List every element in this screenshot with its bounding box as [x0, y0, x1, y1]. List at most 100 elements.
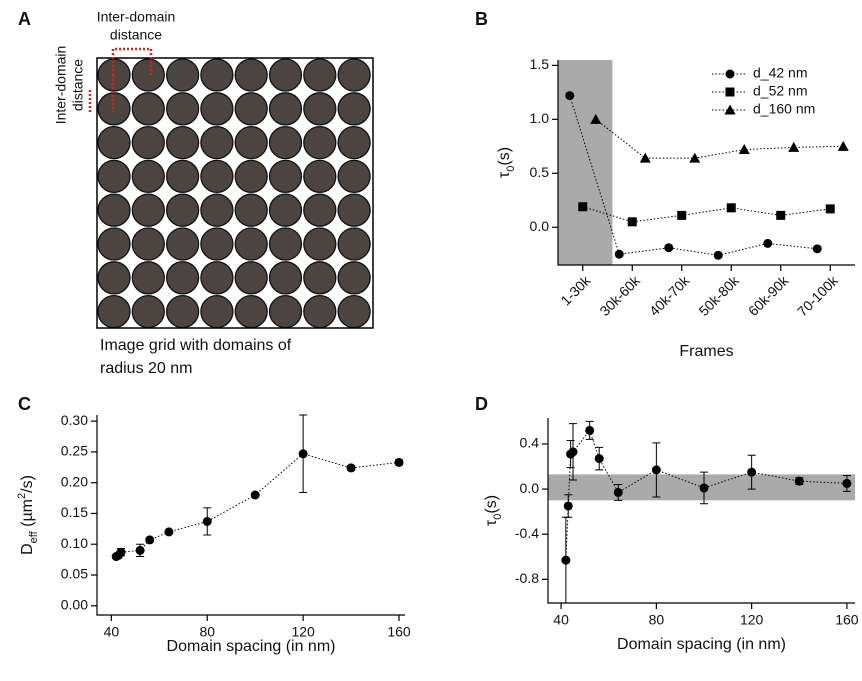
panel-label: D: [475, 394, 488, 414]
marker: [585, 425, 595, 435]
x-tick-label: 120: [291, 624, 315, 640]
x-tick-label: 30k-60k: [596, 272, 643, 319]
side-label: distance: [70, 59, 86, 111]
domain: [234, 294, 268, 329]
domain: [268, 58, 303, 92]
marker: [738, 144, 750, 155]
domain: [234, 125, 268, 160]
domain: [131, 294, 165, 329]
domain: [337, 227, 371, 261]
y-tick-label: 1.5: [530, 56, 550, 72]
domain-grid: [97, 58, 371, 329]
panel-label: A: [18, 9, 31, 29]
domain: [165, 58, 200, 92]
y-tick-label: -0.8: [515, 570, 539, 586]
domain: [337, 58, 371, 92]
domain: [337, 159, 371, 194]
domain: [303, 159, 337, 194]
domain: [131, 261, 165, 295]
marker: [135, 545, 145, 555]
marker: [747, 467, 757, 477]
domain: [234, 92, 268, 126]
marker: [594, 454, 604, 464]
domain: [131, 125, 165, 160]
x-tick-label: 40: [553, 612, 569, 628]
domain: [165, 92, 200, 126]
y-axis-label-part: /s): [19, 475, 36, 493]
top-label: distance: [110, 27, 162, 43]
x-tick-label: 40k-70k: [646, 272, 693, 319]
domain: [97, 294, 131, 329]
domain: [337, 125, 371, 160]
panel-label: B: [475, 9, 488, 29]
marker: [590, 113, 602, 124]
marker: [725, 69, 735, 79]
y-tick-label: 0.0: [520, 480, 540, 496]
domain: [200, 159, 234, 194]
y-tick-label: 0.20: [61, 473, 88, 489]
domain: [268, 227, 303, 261]
y-tick-label: 0.05: [61, 566, 88, 582]
marker: [842, 478, 852, 488]
domain: [200, 58, 234, 92]
panel-label: C: [18, 394, 31, 414]
domain: [268, 159, 303, 194]
domain: [234, 159, 268, 194]
domain: [165, 261, 200, 295]
domain: [337, 92, 371, 126]
domain: [165, 125, 200, 160]
caption: radius 20 nm: [100, 360, 193, 377]
x-axis-label: Domain spacing (in nm): [167, 638, 336, 655]
marker: [116, 547, 126, 557]
marker: [812, 244, 822, 254]
marker: [298, 449, 308, 459]
x-tick-label: 120: [740, 612, 764, 628]
legend-label: d_52 nm: [753, 83, 807, 99]
marker: [346, 463, 356, 473]
marker: [677, 210, 687, 220]
domain: [131, 58, 165, 92]
series-line: [582, 206, 831, 223]
domain: [97, 261, 131, 295]
marker: [250, 490, 260, 500]
y-axis-label-part: D: [19, 543, 36, 555]
domain: [200, 125, 234, 160]
marker: [164, 527, 174, 537]
domain: [97, 193, 131, 227]
y-tick-label: 0.15: [61, 504, 88, 520]
domain: [303, 193, 337, 227]
domain: [200, 294, 234, 329]
domain: [303, 294, 337, 329]
side-label: Inter-domain: [53, 46, 69, 125]
y-tick-label: 1.0: [530, 110, 550, 126]
x-tick-label: 1-30k: [557, 272, 594, 309]
legend-label: d_42 nm: [753, 65, 807, 81]
domain: [200, 92, 234, 126]
caption: Image grid with domains of: [100, 337, 292, 354]
series-line: [565, 429, 847, 561]
domain: [165, 294, 200, 329]
domain: [200, 261, 234, 295]
marker: [561, 555, 571, 565]
y-axis-label-part: (s): [496, 147, 513, 166]
y-tick-label: 0.5: [530, 164, 550, 180]
domain: [268, 294, 303, 329]
domain: [337, 261, 371, 295]
domain: [165, 159, 200, 194]
y-axis-label-part: (s): [483, 495, 500, 514]
x-tick-label: 160: [387, 624, 411, 640]
marker: [763, 238, 773, 248]
domain: [131, 227, 165, 261]
x-axis-label: Domain spacing (in nm): [617, 636, 786, 653]
y-tick-label: -0.4: [515, 525, 539, 541]
y-tick-label: 0.25: [61, 443, 88, 459]
domain: [303, 227, 337, 261]
axes: [557, 60, 855, 266]
grid-border: [96, 57, 374, 329]
marker: [202, 516, 212, 526]
domain: [131, 193, 165, 227]
domain: [131, 159, 165, 194]
series-line: [595, 118, 844, 159]
shaded-region: [558, 60, 613, 265]
x-tick-label: 70-100k: [794, 272, 842, 320]
